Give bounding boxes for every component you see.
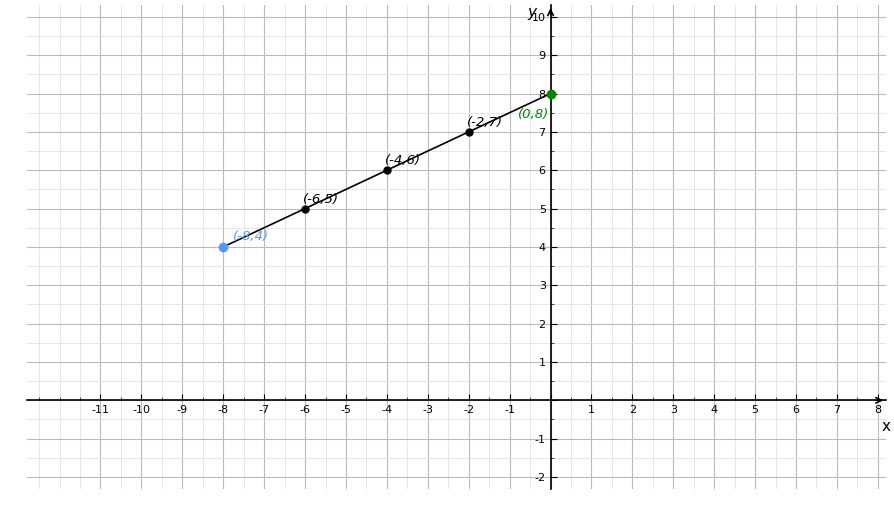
Text: y: y: [527, 5, 536, 20]
Text: (-8,4): (-8,4): [233, 230, 269, 243]
Text: (0,8): (0,8): [518, 108, 548, 122]
Text: (-6,5): (-6,5): [303, 193, 339, 206]
Text: x: x: [881, 419, 890, 434]
Text: (-4,6): (-4,6): [384, 155, 420, 167]
Text: (-2,7): (-2,7): [466, 116, 502, 129]
